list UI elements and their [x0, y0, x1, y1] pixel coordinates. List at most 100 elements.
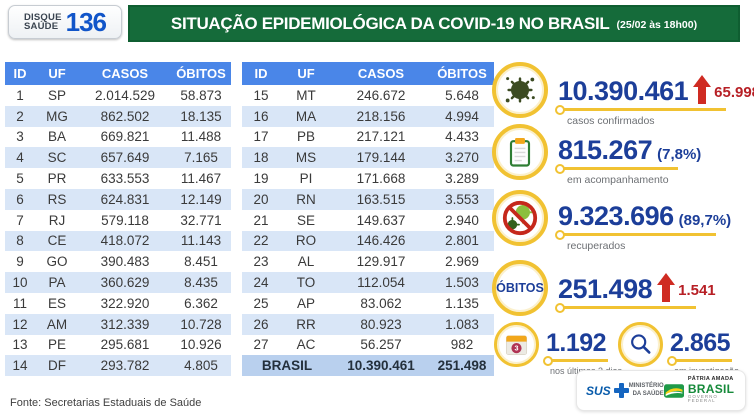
stat-confirmed: 10.390.461 65.998 casos confirmados: [492, 62, 754, 127]
cell-id: 1: [16, 87, 24, 103]
cell-casos: 2.014.529: [94, 87, 156, 103]
confirmed-label: casos confirmados: [567, 115, 655, 127]
disque-saude-logo: DISQUE SAÚDE 136: [8, 5, 122, 39]
cell-casos: 129.917: [356, 254, 406, 270]
col-id: ID: [242, 62, 280, 85]
calendar-icon: 3: [494, 322, 539, 367]
cell-id: 20: [242, 188, 280, 210]
no-virus-icon: [492, 190, 548, 246]
cell-uf: AP: [296, 295, 315, 311]
monitoring-pct: (7,8%): [657, 146, 702, 163]
cell-uf: AM: [35, 313, 79, 335]
cell-uf: RJ: [48, 212, 66, 228]
cell-obitos: 1.503: [430, 272, 494, 293]
investigation-value: 2.865: [670, 329, 731, 357]
confirmed-delta: 65.998: [714, 84, 754, 101]
page-title: SITUAÇÃO EPIDEMIOLÓGICA DA COVID-19 NO B…: [170, 13, 610, 33]
cell-casos: 217.121: [356, 129, 406, 145]
table-header-row: ID UF CASOS ÓBITOS: [242, 62, 494, 85]
cell-obitos: 4.433: [445, 129, 479, 145]
cell-casos: 56.257: [360, 337, 402, 353]
underline: [555, 164, 678, 174]
col-uf: UF: [35, 62, 79, 85]
cell-casos: 293.782: [79, 355, 171, 377]
underline: [555, 105, 726, 115]
cell-obitos: 10.926: [180, 337, 222, 353]
cell-uf: RO: [280, 230, 332, 252]
table-row: 13 PE 295.681 10.926: [5, 335, 231, 356]
ministry-label: MINISTÉRIO DA SAÚDE: [628, 383, 664, 397]
cell-uf: PI: [299, 171, 313, 187]
table-row: 24 TO 112.054 1.503: [242, 272, 494, 293]
cell-id: 5: [16, 171, 24, 187]
up-arrow-icon: [657, 273, 676, 303]
cell-uf: SE: [296, 212, 315, 228]
cell-id: 3: [16, 129, 24, 145]
cell-obitos: 6.362: [184, 295, 218, 311]
table-row: 19 PI 171.668 3.289: [242, 168, 494, 189]
cell-id: 12: [5, 313, 35, 335]
cell-uf: MG: [35, 105, 79, 127]
cell-id: 2: [5, 105, 35, 127]
cell-obitos: 2.969: [445, 254, 479, 270]
col-uf: UF: [280, 62, 332, 85]
brand-top: PÁTRIA AMADA: [687, 376, 734, 383]
clipboard-icon: [492, 124, 548, 180]
cell-obitos: 1.135: [445, 295, 479, 311]
total-label: BRASIL: [242, 355, 332, 377]
cell-uf: SC: [35, 147, 79, 169]
virus-icon: [492, 62, 548, 118]
cell-obitos: 11.488: [180, 129, 222, 145]
cell-uf: PE: [47, 337, 66, 353]
stat-last3days: 3 1.192 nos últimos 3 dias: [494, 322, 622, 376]
cell-uf: CE: [35, 230, 79, 252]
deaths-delta: 1.541: [678, 282, 716, 299]
monitoring-label: em acompanhamento: [567, 174, 669, 186]
obitos-badge-label: ÓBITOS: [496, 281, 544, 295]
table-row: 16 MA 218.156 4.994: [242, 105, 494, 127]
cell-uf: MS: [280, 147, 332, 169]
total-obitos: 251.498: [430, 355, 494, 377]
brasil-flag-icon: [663, 383, 684, 398]
up-arrow-icon: [693, 75, 712, 105]
table-row: 18 MS 179.144 3.270: [242, 147, 494, 169]
cell-casos: 360.629: [79, 272, 171, 293]
table-header-row: ID UF CASOS ÓBITOS: [5, 62, 231, 85]
cell-casos: 579.118: [101, 212, 149, 228]
cell-uf: MT: [296, 87, 316, 103]
svg-text:3: 3: [514, 344, 518, 353]
cell-obitos: 32.771: [180, 212, 222, 228]
cell-id: 18: [242, 147, 280, 169]
table-row: 21 SE 149.637 2.940: [242, 210, 494, 231]
page-title-banner: SITUAÇÃO EPIDEMIOLÓGICA DA COVID-19 NO B…: [128, 5, 740, 42]
cell-obitos: 11.467: [180, 171, 222, 187]
stat-deaths: ÓBITOS 251.498 1.541: [492, 260, 716, 316]
cell-id: 8: [5, 230, 35, 252]
cell-obitos: 4.805: [171, 355, 231, 377]
cell-uf: DF: [35, 355, 79, 377]
cell-uf: AC: [296, 337, 316, 353]
table-row: 10 PA 360.629 8.435: [5, 272, 231, 293]
cell-casos: 418.072: [79, 230, 171, 252]
cell-uf: RN: [280, 188, 332, 210]
cell-casos: 312.339: [79, 313, 171, 335]
table-row: 1 SP 2.014.529 58.873: [5, 85, 231, 106]
cell-id: 15: [253, 87, 269, 103]
sus-logo: SUS: [586, 383, 629, 398]
col-obitos: ÓBITOS: [171, 62, 231, 85]
cell-id: 6: [5, 188, 35, 210]
table-row: 20 RN 163.515 3.553: [242, 188, 494, 210]
deaths-value: 251.498: [558, 274, 653, 304]
cell-id: 11: [12, 295, 27, 311]
cell-obitos: 8.435: [171, 272, 231, 293]
cell-id: 14: [5, 355, 35, 377]
table-row: 22 RO 146.426 2.801: [242, 230, 494, 252]
cell-uf: ES: [47, 295, 66, 311]
cell-id: 19: [253, 171, 269, 187]
cell-id: 4: [5, 147, 35, 169]
state-tables: ID UF CASOS ÓBITOS 1 SP 2.014.529 58.873: [5, 62, 494, 377]
stats-panel: 10.390.461 65.998 casos confirmados: [492, 56, 754, 396]
cell-obitos: 8.451: [184, 254, 218, 270]
col-obitos: ÓBITOS: [430, 62, 494, 85]
